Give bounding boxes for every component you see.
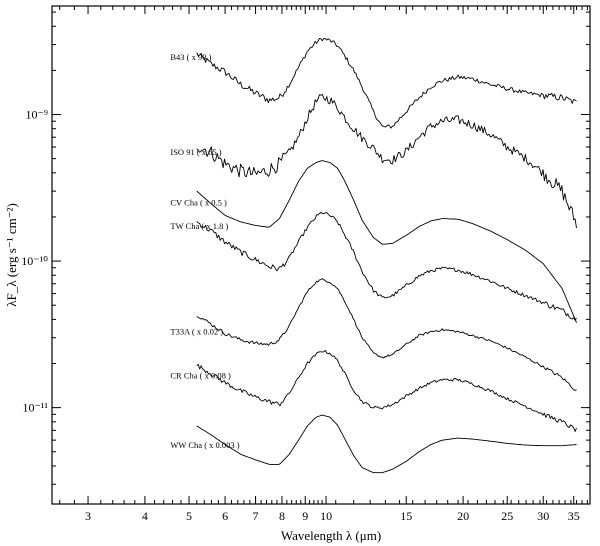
series-label-0: B43 ( x 90 ) [170, 52, 211, 62]
x-tick-label: 3 [85, 509, 91, 523]
x-tick-label: 6 [222, 509, 228, 523]
x-tick-label: 8 [279, 509, 285, 523]
series-label-layer: B43 ( x 90 ) ISO 91 ( x 65 ) CV Cha ( x 0.… [170, 52, 239, 450]
plot-frame [51, 5, 591, 505]
x-axis-label: Wavelength λ (μm) [281, 528, 381, 543]
series-line-1 [196, 94, 577, 229]
y-tick-label: 10⁻¹¹ [22, 401, 48, 415]
series-label-2: CV Cha ( x 0.5 ) [170, 197, 227, 207]
series-line-6 [196, 414, 577, 474]
x-tick-label: 15 [400, 509, 412, 523]
x-tick-label: 30 [537, 509, 549, 523]
y-axis-label: λF_λ (erg s⁻¹ cm⁻²) [4, 203, 19, 307]
x-axis-ticks: 3 4 5 6 7 8 9 10 15 20 25 30 35 [59, 6, 588, 523]
series-label-1: ISO 91 ( x 65 ) [170, 147, 221, 157]
series-label-5: CR Cha ( x 0.08 ) [170, 371, 231, 381]
series-label-4: T33A ( x 0.02 ) [170, 327, 223, 337]
series-label-6: WW Cha ( x 0.003 ) [170, 440, 239, 450]
x-tick-label: 20 [457, 509, 469, 523]
y-tick-label: 10⁻⁹ [25, 108, 48, 122]
x-tick-label: 25 [501, 509, 513, 523]
series-line-5 [196, 349, 577, 432]
x-tick-label: 5 [186, 509, 192, 523]
x-tick-label: 35 [568, 509, 580, 523]
y-axis-ticks: 10⁻⁹ 10⁻¹⁰ 10⁻¹¹ [21, 11, 590, 485]
series-line-0 [196, 37, 577, 129]
x-tick-label: 10 [320, 509, 332, 523]
series-line-3 [196, 211, 577, 321]
series-label-3: TW Cha ( x 1.8 ) [170, 221, 228, 231]
x-tick-label: 7 [253, 509, 259, 523]
x-tick-label: 9 [302, 509, 308, 523]
series-line-4 [196, 278, 577, 391]
series-line-2 [196, 160, 577, 323]
y-tick-label: 10⁻¹⁰ [21, 254, 48, 268]
x-tick-label: 4 [142, 509, 148, 523]
series-layer [196, 37, 577, 474]
